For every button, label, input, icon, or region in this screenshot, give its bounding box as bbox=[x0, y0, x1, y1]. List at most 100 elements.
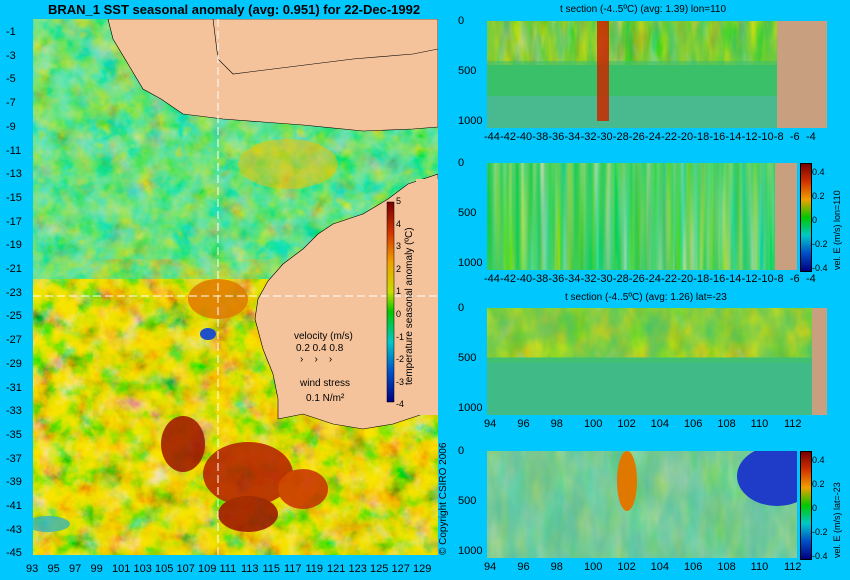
panel-x-tick: -28 bbox=[612, 131, 629, 143]
panel-x-tick: 94 bbox=[484, 418, 497, 430]
wind-legend-label: wind stress bbox=[300, 378, 351, 389]
map-lon-tick: 121 bbox=[327, 563, 346, 575]
sst-map[interactable] bbox=[33, 19, 438, 555]
vel-section-lat-canvas bbox=[487, 451, 797, 558]
map-lat-tick: -19 bbox=[6, 239, 22, 252]
panel-x-tick: -16 bbox=[709, 273, 726, 285]
panel-x-tick: 106 bbox=[684, 561, 703, 573]
panel-x-tick: -28 bbox=[612, 273, 629, 285]
panel-x-tick: -40 bbox=[516, 273, 533, 285]
panel-x-tick: -34 bbox=[564, 273, 581, 285]
map-lat-tick: -25 bbox=[6, 310, 22, 323]
panel-x-tick: -22 bbox=[661, 273, 677, 285]
panel-x-tick: 98 bbox=[550, 418, 563, 430]
map-lat-tick: -11 bbox=[6, 144, 22, 157]
panel-x-tick: -8 bbox=[773, 273, 784, 285]
map-lon-tick: 93 bbox=[26, 563, 39, 575]
panel-x-tick: -44 bbox=[484, 131, 500, 143]
panel-x-tick: -40 bbox=[516, 131, 533, 143]
panel-x-tick: -6 bbox=[789, 273, 800, 285]
panel-x-tick: -4 bbox=[806, 131, 816, 143]
map-lat-tick: -35 bbox=[6, 428, 22, 441]
map-lon-tick: 127 bbox=[391, 563, 410, 575]
vel-colorbar-1 bbox=[800, 163, 812, 272]
panel-x-tick: 100 bbox=[584, 561, 603, 573]
panel-x-tick: -18 bbox=[693, 273, 710, 285]
panel-x-tick: 110 bbox=[750, 561, 769, 573]
panel-x-tick: -30 bbox=[596, 273, 613, 285]
vel-colorbar-tick: -0.2 bbox=[812, 239, 828, 249]
map-lon-tick: 119 bbox=[305, 563, 324, 575]
sst-colorbar-tick: 3 bbox=[396, 241, 402, 252]
panel-x-tick: -42 bbox=[500, 273, 516, 285]
panel-x-tick: -22 bbox=[661, 131, 677, 143]
map-lon-tick: 111 bbox=[219, 563, 237, 575]
map-lat-tick: -17 bbox=[6, 215, 22, 228]
map-lon-tick: 113 bbox=[241, 563, 259, 575]
map-lon-tick: 103 bbox=[133, 563, 152, 575]
t-section-lat-canvas bbox=[487, 308, 827, 415]
sst-colorbar-tick: -2 bbox=[396, 354, 405, 365]
panel-x-tick: -36 bbox=[548, 273, 565, 285]
velocity-legend-scale: 0.2 0.4 0.8 bbox=[296, 343, 344, 354]
t-section-lon-canvas bbox=[487, 21, 827, 128]
t-section-lon-panel[interactable] bbox=[487, 21, 827, 128]
map-lon-tick: 101 bbox=[112, 563, 131, 575]
sst-colorbar-tick: -1 bbox=[396, 331, 405, 342]
map-lat-tick: -5 bbox=[6, 73, 16, 86]
t-section-lat-panel[interactable] bbox=[487, 308, 827, 415]
copyright-text: © Copyright CSIRO 2006 bbox=[438, 442, 449, 555]
map-lat-tick: -7 bbox=[6, 97, 16, 110]
panel-x-tick: 108 bbox=[717, 561, 736, 573]
vel-section-lon-panel[interactable] bbox=[487, 163, 797, 270]
panel-x-tick: 100 bbox=[584, 418, 603, 430]
map-lat-tick: -45 bbox=[6, 547, 22, 560]
map-lat-tick: -13 bbox=[6, 168, 22, 181]
vel-colorbar-tick: 0.2 bbox=[812, 479, 825, 489]
map-lon-tick: 125 bbox=[370, 563, 389, 575]
map-lon-tick: 129 bbox=[413, 563, 432, 575]
map-lat-tick: -15 bbox=[6, 191, 22, 204]
sst-colorbar-tick: 5 bbox=[396, 196, 402, 206]
panel-x-tick: 96 bbox=[517, 561, 530, 573]
panel-y-tick: 500 bbox=[458, 495, 477, 507]
panel-y-tick: 1000 bbox=[458, 257, 483, 269]
map-lon-tick: 99 bbox=[90, 563, 103, 575]
vel-colorbar-tick: -0.4 bbox=[812, 551, 828, 561]
map-lon-tick: 123 bbox=[348, 563, 367, 575]
panel-x-tick: -10 bbox=[757, 273, 774, 285]
panel-x-tick: -38 bbox=[532, 131, 549, 143]
vel-colorbar-tick: 0 bbox=[812, 215, 818, 225]
panel-x-tick: 94 bbox=[484, 561, 497, 573]
map-lat-tick: -3 bbox=[6, 49, 16, 62]
vel-section-lon-canvas bbox=[487, 163, 797, 270]
panel-x-tick: -36 bbox=[548, 131, 565, 143]
panel-x-tick: 102 bbox=[617, 418, 636, 430]
sst-colorbar-tick: 2 bbox=[396, 263, 402, 274]
panel-x-tick: -20 bbox=[677, 273, 694, 285]
vel-colorbar-2-label: vel. E (m/s) lat=-23 bbox=[832, 482, 842, 558]
panel-x-tick: 104 bbox=[650, 418, 670, 430]
panel-x-tick: 96 bbox=[517, 418, 530, 430]
vel-colorbar-tick: -0.2 bbox=[812, 527, 828, 537]
sst-colorbar-tick: 0 bbox=[396, 309, 402, 319]
map-lat-tick: -27 bbox=[6, 334, 22, 347]
panel-x-tick: 110 bbox=[750, 418, 769, 430]
sst-colorbar-tick: 1 bbox=[396, 286, 402, 297]
panel-x-tick: -38 bbox=[532, 273, 549, 285]
velocity-legend-label: velocity (m/s) bbox=[294, 331, 353, 342]
panel-x-tick: 102 bbox=[617, 561, 636, 573]
map-lon-tick: 115 bbox=[262, 563, 281, 575]
panel-x-tick: -4 bbox=[806, 273, 816, 285]
panel-x-tick: -8 bbox=[773, 131, 784, 143]
sst-map-canvas bbox=[33, 19, 438, 555]
sst-colorbar-tick: -4 bbox=[396, 399, 405, 410]
vel-section-lat-panel[interactable] bbox=[487, 451, 797, 558]
main-title: BRAN_1 SST seasonal anomaly (avg: 0.951)… bbox=[48, 2, 421, 17]
panel-x-tick: 112 bbox=[784, 561, 802, 573]
map-lon-tick: 97 bbox=[69, 563, 82, 575]
panel-y-tick: 1000 bbox=[458, 115, 483, 127]
panel-x-tick: -20 bbox=[677, 131, 694, 143]
panel-y-tick: 1000 bbox=[458, 545, 483, 557]
panel-x-tick: -44 bbox=[484, 273, 500, 285]
